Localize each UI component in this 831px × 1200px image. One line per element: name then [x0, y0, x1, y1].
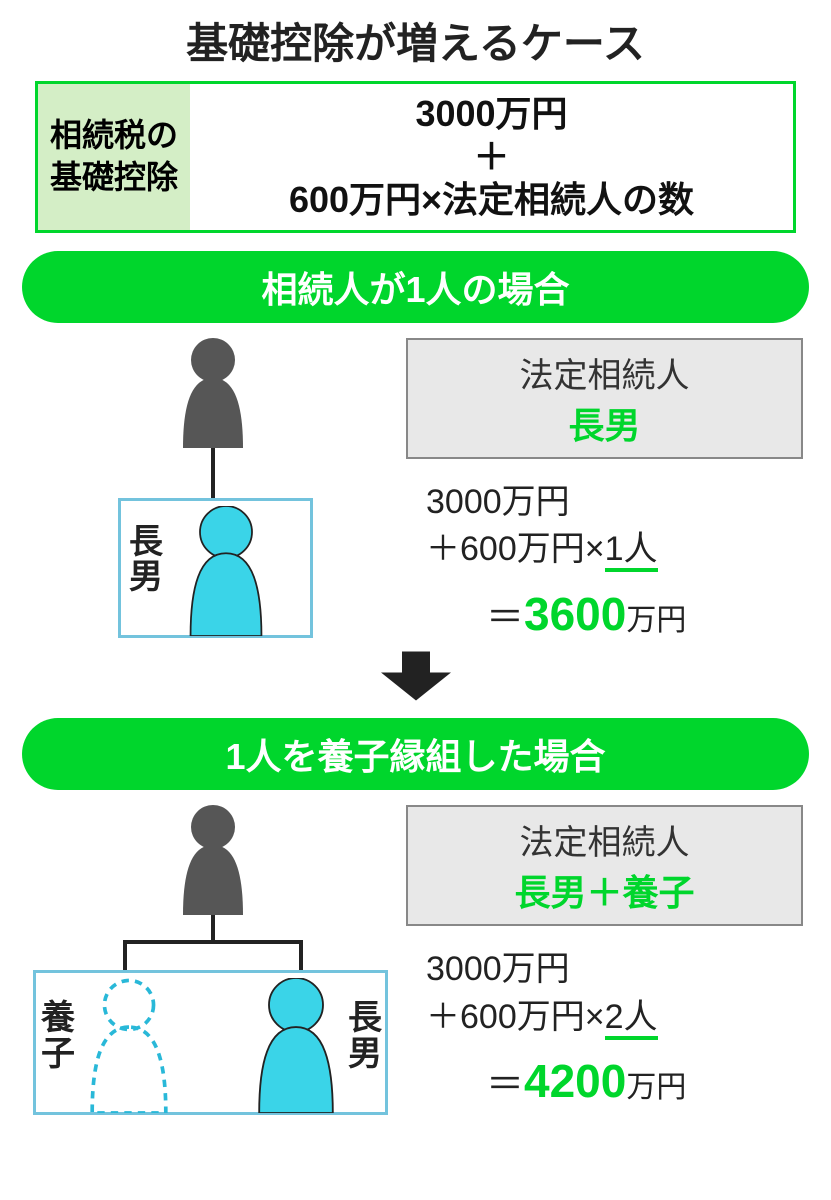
formula-content: 3000万円 ＋ 600万円×法定相続人の数	[190, 84, 793, 230]
case2-calc-l2a: ＋600万円×	[426, 998, 605, 1036]
case1-heir-value: 長男	[422, 397, 787, 449]
case2-child2-label-c1: 長	[348, 1001, 382, 1037]
formula-box: 相続税の 基礎控除 3000万円 ＋ 600万円×法定相続人の数	[35, 81, 796, 233]
case2-heir-value: 長男＋養子	[422, 864, 787, 916]
parent-icon	[178, 338, 248, 448]
case1-child-label: 長 男	[129, 525, 163, 596]
case2-result-eq: ＝	[486, 1064, 524, 1106]
case2-calc: 3000万円 ＋600万円×2人 ＝4200万円	[406, 946, 803, 1114]
adopted-child-icon	[84, 978, 174, 1113]
parent-icon	[178, 805, 248, 915]
case2-tree: 養 子 長 男	[28, 805, 388, 1115]
case2-heir-box: 法定相続人 長男＋養子	[406, 805, 803, 926]
case2-result-num: 4200	[524, 1055, 626, 1107]
formula-line1: 3000万円	[198, 92, 785, 135]
case1-calc: 3000万円 ＋600万円×1人 ＝3600万円	[406, 479, 803, 647]
child-icon	[181, 506, 271, 636]
case2-result: ＝4200万円	[426, 1049, 803, 1113]
case2-result-unit: 万円	[626, 1071, 686, 1104]
case2-heir-title: 法定相続人	[422, 815, 787, 864]
case1-child-label-c2: 男	[129, 560, 163, 596]
down-arrow	[10, 651, 821, 706]
case2-body: 養 子 長 男 法定相続人	[10, 805, 821, 1115]
case1-result-eq: ＝	[486, 597, 524, 639]
case1-child-box: 長 男	[118, 498, 313, 638]
case1-child-label-c1: 長	[129, 525, 163, 561]
case2-children-box: 養 子 長 男	[33, 970, 388, 1115]
case2-calc-l1: 3000万円	[426, 946, 803, 994]
formula-label: 相続税の 基礎控除	[38, 84, 190, 230]
case1-calc-l1: 3000万円	[426, 479, 803, 527]
formula-label-line2: 基礎控除	[50, 157, 178, 199]
case2-child1-label-c1: 養	[41, 1001, 75, 1037]
case1-tree: 長 男	[28, 338, 388, 638]
case2-child1-label: 養 子	[41, 1001, 75, 1072]
case2-child1-label-c2: 子	[41, 1037, 75, 1073]
case1-calc-l2b: 1人	[605, 530, 658, 572]
case2-header: 1人を養子縁組した場合	[22, 718, 809, 790]
case1-heir-title: 法定相続人	[422, 348, 787, 397]
case1-header: 相続人が1人の場合	[22, 251, 809, 323]
case1-result: ＝3600万円	[426, 582, 803, 646]
case1-heir-box: 法定相続人 長男	[406, 338, 803, 459]
case1-result-num: 3600	[524, 588, 626, 640]
formula-plus: ＋	[198, 135, 785, 178]
case2-calc-l2b: 2人	[605, 998, 658, 1040]
formula-label-line1: 相続税の	[50, 115, 178, 157]
formula-line2: 600万円×法定相続人の数	[198, 178, 785, 221]
eldest-son-icon	[251, 978, 341, 1113]
case2-child2-label: 長 男	[348, 1001, 382, 1072]
case1-calc-l2a: ＋600万円×	[426, 530, 605, 568]
case1-result-unit: 万円	[626, 604, 686, 637]
main-title: 基礎控除が増えるケース	[10, 10, 821, 71]
case2-child2-label-c2: 男	[348, 1037, 382, 1073]
case1-body: 長 男 法定相続人 長男 3000万円 ＋600万円×1人 ＝3	[10, 338, 821, 647]
